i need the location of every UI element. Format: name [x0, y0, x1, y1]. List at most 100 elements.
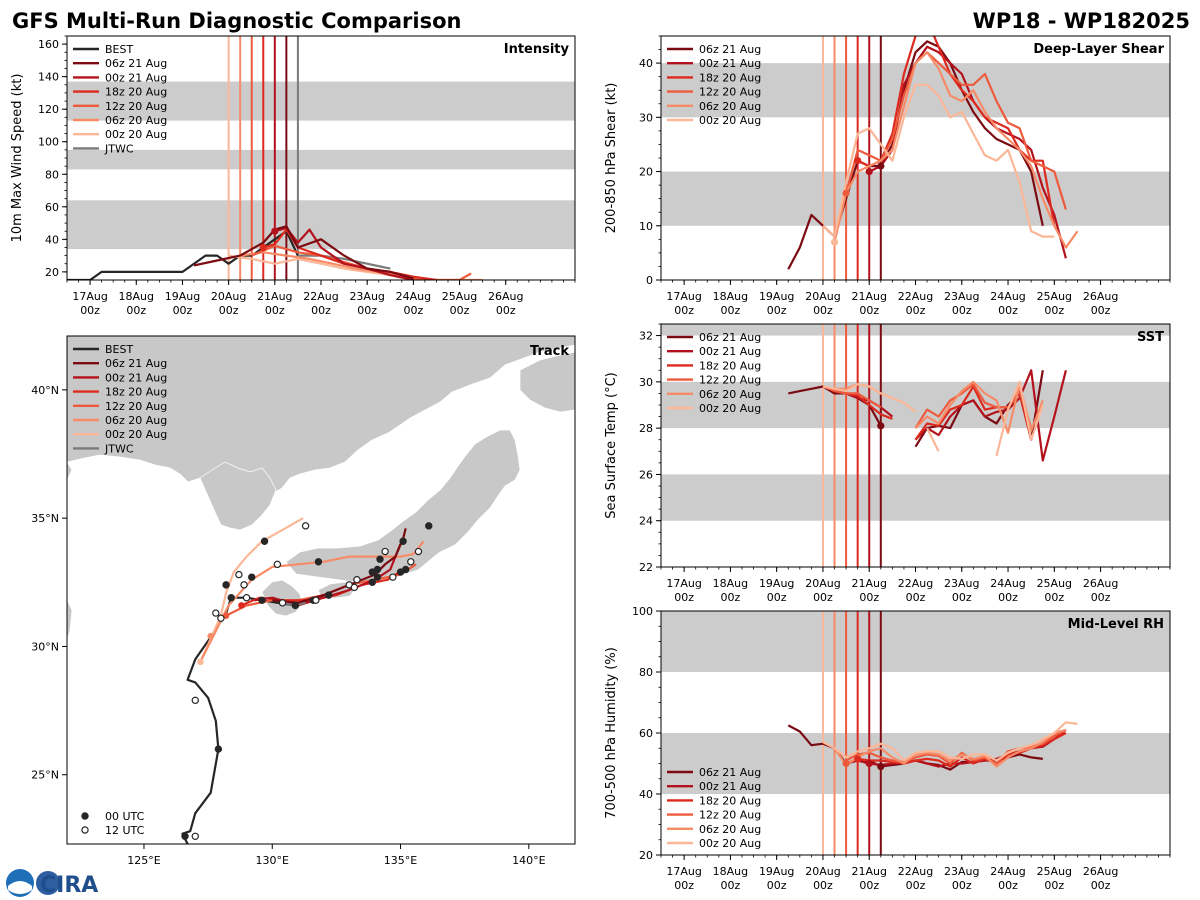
init-marker — [877, 762, 885, 771]
legend-label: BEST — [105, 43, 133, 56]
init-marker — [854, 157, 862, 165]
x-tick-label-hour: 00z — [219, 304, 239, 317]
track-06z-20-Aug — [199, 540, 425, 663]
x-tick-label: 23Aug — [944, 577, 979, 590]
panel-title: Track — [530, 344, 569, 359]
track-point-00utc — [425, 522, 433, 530]
x-tick-label: 18Aug — [713, 577, 748, 590]
x-tick-label: 20Aug — [805, 865, 840, 878]
lon-tick-label: 135°E — [384, 854, 417, 867]
y-tick-label: 140 — [38, 71, 59, 84]
series-12z-20-Aug — [845, 51, 1067, 210]
x-tick-label: 25Aug — [1037, 577, 1072, 590]
y-tick-label: 20 — [639, 166, 653, 179]
marker-legend-symbol — [81, 826, 89, 834]
storm-id: WP18 - WP182025 — [973, 9, 1190, 33]
y-tick-label: 40 — [45, 233, 59, 246]
x-tick-label-hour: 00z — [126, 304, 146, 317]
x-tick-label: 17Aug — [666, 865, 701, 878]
track-plot-area — [181, 517, 433, 844]
init-marker — [877, 422, 885, 430]
korea-peninsula — [199, 461, 277, 531]
legend-label: 00z 21 Aug — [699, 780, 761, 793]
series-00z-20-Aug — [822, 383, 917, 413]
track-point-00utc — [376, 555, 384, 563]
track-point-00utc — [248, 573, 256, 581]
intensity-panel: 2040608010012014016017Aug00z18Aug00z19Au… — [10, 35, 576, 317]
plot-area — [661, 611, 1170, 855]
x-tick-label-hour: 00z — [998, 879, 1018, 892]
track-point-12utc — [301, 522, 310, 530]
legend-label: 06z 20 Aug — [105, 414, 167, 427]
lat-tick-label: 25°N — [31, 769, 59, 782]
legend-label: 12z 20 Aug — [699, 809, 761, 822]
track-point-00utc — [227, 593, 235, 602]
y-tick-label: 32 — [639, 330, 653, 343]
sst-panel: 22242628303217Aug00z18Aug00z19Aug00z20Au… — [604, 323, 1171, 604]
threshold-band — [661, 63, 1170, 118]
track-point-00utc — [260, 537, 269, 545]
y-tick-label: 160 — [38, 38, 59, 51]
x-tick-label: 26Aug — [1083, 577, 1118, 590]
x-tick-label: 18Aug — [713, 290, 748, 303]
y-tick-label: 28 — [639, 422, 653, 435]
x-tick-label: 22Aug — [898, 577, 933, 590]
track-point-12utc — [212, 609, 220, 617]
y-tick-label: 80 — [45, 168, 59, 181]
init-marker — [854, 755, 862, 763]
legend-label: 12z 20 Aug — [699, 86, 761, 99]
legend-label: 06z 21 Aug — [105, 357, 167, 370]
track-run-marker — [197, 658, 204, 666]
legend-label: 06z 20 Aug — [699, 823, 761, 836]
lon-tick-label: 125°E — [127, 854, 160, 867]
threshold-band — [661, 171, 1170, 226]
noaa-wave-icon — [8, 881, 32, 894]
x-tick-label: 26Aug — [1083, 865, 1118, 878]
x-tick-label-hour: 00z — [1091, 591, 1111, 604]
panel-title: Intensity — [504, 42, 570, 57]
x-tick-label-hour: 00z — [265, 304, 285, 317]
y-tick-label: 20 — [639, 849, 653, 862]
track-point-12utc — [240, 581, 248, 589]
legend-label: 12z 20 Aug — [105, 100, 167, 113]
x-tick-label: 20Aug — [805, 290, 840, 303]
legend-label: JTWC — [104, 442, 134, 455]
track-panel: 125°E 130°E 135°E 140°E 25°N 30°N 35°N 40°N Trac… — [31, 335, 576, 867]
y-tick-label: 20 — [45, 266, 59, 279]
legend-label: 18z 20 Aug — [105, 86, 167, 99]
x-tick-label-hour: 00z — [998, 591, 1018, 604]
panel-title: Mid-Level RH — [1068, 617, 1164, 632]
track-point-00utc — [181, 832, 189, 841]
series-00z-21-Aug — [914, 369, 1067, 462]
x-tick-label: 21Aug — [851, 577, 886, 590]
legend-label: 18z 20 Aug — [105, 386, 167, 399]
legend-label: 12z 20 Aug — [105, 400, 167, 413]
x-tick-label: 17Aug — [666, 577, 701, 590]
x-tick-label-hour: 00z — [173, 304, 193, 317]
x-tick-label-hour: 00z — [1044, 304, 1064, 317]
init-marker — [877, 162, 885, 170]
series-00z-20-Aug — [822, 721, 1078, 762]
x-tick-label: 18Aug — [713, 865, 748, 878]
x-tick-label-hour: 00z — [721, 304, 741, 317]
track-point-00utc — [368, 578, 377, 587]
rh-panel: 2040608010017Aug00z18Aug00z19Aug00z20Aug… — [604, 605, 1171, 892]
y-tick-label: 30 — [639, 376, 653, 389]
y-tick-label: 60 — [45, 201, 59, 214]
x-tick-label: 22Aug — [898, 290, 933, 303]
x-tick-label: 20Aug — [805, 577, 840, 590]
land-taiwan — [67, 599, 73, 641]
x-tick-label: 21Aug — [257, 290, 292, 303]
legend-label: 00z 21 Aug — [699, 345, 761, 358]
coast-china — [67, 461, 73, 479]
land-china-korea — [67, 336, 575, 526]
track-run-marker — [207, 632, 214, 640]
init-marker — [830, 238, 839, 246]
x-tick-label-hour: 00z — [813, 304, 833, 317]
track-point-12utc — [217, 614, 225, 622]
y-tick-label: 40 — [639, 57, 653, 70]
x-tick-label: 22Aug — [303, 290, 338, 303]
x-tick-label-hour: 00z — [767, 879, 787, 892]
x-tick-label: 24Aug — [990, 290, 1025, 303]
x-tick-label: 19Aug — [759, 577, 794, 590]
